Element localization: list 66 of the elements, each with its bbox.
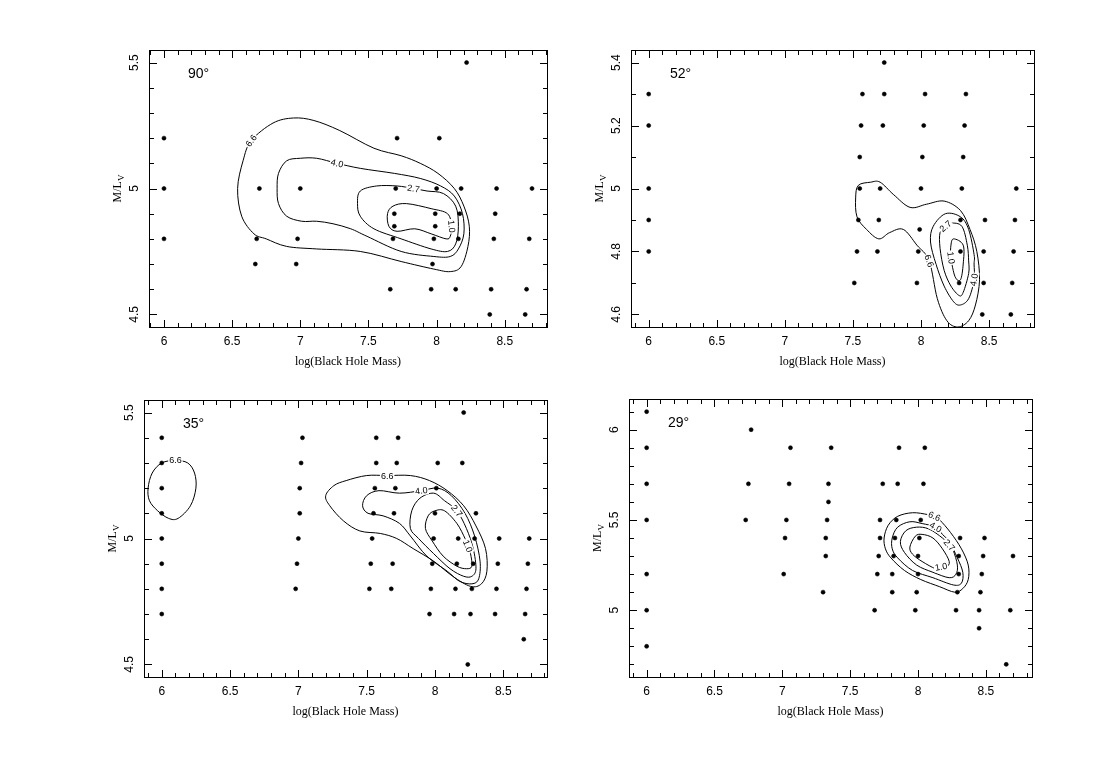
y-axis-title: M/LV [590, 523, 606, 552]
x-tick-label: 6.5 [708, 333, 726, 348]
annotation: 2.7 [937, 218, 954, 235]
x-tick-label: 7 [295, 683, 303, 698]
y-tick-label: 5.5 [607, 511, 622, 529]
y-tick-label: 4.8 [609, 242, 624, 260]
text: 35° [183, 415, 205, 431]
x-tick-label: 8.5 [977, 683, 995, 698]
x-tick-label: 7.5 [358, 683, 376, 698]
x-tick-label: 7 [778, 683, 786, 698]
annotation: 4.0 [968, 272, 980, 287]
y-tick-label: 5.2 [609, 116, 624, 134]
x-axis-title: log(Black Hole Mass) [295, 354, 401, 369]
x-tick-label: 6.5 [706, 683, 724, 698]
y-tick-label: 5.5 [127, 53, 142, 71]
annotation: 1.0 [934, 560, 949, 573]
y-axis-title: M/LV [592, 174, 608, 203]
annotation: 6.6 [922, 253, 937, 269]
x-tick-label: 8 [433, 333, 441, 348]
text: 90° [188, 65, 210, 81]
x-tick-label: 6 [158, 683, 166, 698]
x-tick-label: 8 [917, 333, 925, 348]
x-tick-label: 6 [160, 333, 168, 348]
y-tick-label: 5.4 [609, 53, 624, 71]
y-tick-label: 4.5 [122, 655, 137, 673]
x-axis-title: log(Black Hole Mass) [779, 354, 886, 369]
y-tick-label: 6 [607, 426, 622, 434]
x-tick-label: 7 [781, 333, 789, 348]
annotation: 2.7 [449, 502, 465, 519]
x-tick-label: 8 [431, 683, 439, 698]
annotation: 6.6 [169, 455, 182, 466]
x-tick-label: 7.5 [360, 333, 378, 348]
x-tick-label: 6 [645, 333, 653, 348]
y-tick-label: 5 [127, 184, 142, 192]
annotation: 1.0 [945, 250, 957, 265]
annotation: 6.6 [380, 470, 394, 481]
y-axis-title: M/LV [105, 524, 121, 553]
y-tick-label: 5 [122, 534, 137, 542]
annotation: 1.0 [460, 538, 475, 554]
x-tick-label: 8.5 [980, 333, 998, 348]
x-tick-label: 6.5 [221, 683, 239, 698]
x-tick-label: 7.5 [841, 683, 859, 698]
x-tick-label: 8.5 [494, 683, 512, 698]
x-tick-label: 6 [643, 683, 651, 698]
x-tick-label: 7 [296, 333, 304, 348]
annotation: 1.0 [445, 219, 458, 234]
x-tick-label: 8 [914, 683, 922, 698]
y-tick-label: 4.5 [127, 305, 142, 323]
y-tick-label: 4.6 [609, 305, 624, 323]
text: 52° [670, 65, 692, 81]
x-axis-title: log(Black Hole Mass) [292, 704, 399, 719]
annotation: 4.0 [414, 484, 429, 497]
annotation: 2.7 [406, 182, 421, 195]
y-tick-label: 5.5 [122, 403, 137, 421]
annotation: 4.0 [329, 157, 345, 170]
y-tick-label: 5 [609, 184, 624, 192]
annotation: 6.6 [243, 132, 260, 149]
x-tick-label: 7.5 [844, 333, 862, 348]
annotation: 6.6 [926, 509, 943, 524]
y-tick-label: 5 [607, 606, 622, 614]
text: 29° [668, 414, 690, 430]
x-tick-label: 8.5 [496, 333, 514, 348]
y-axis-title: M/LV [110, 174, 126, 203]
x-tick-label: 6.5 [223, 333, 241, 348]
annotation: 2.7 [941, 537, 958, 554]
x-axis-title: log(Black Hole Mass) [777, 704, 884, 719]
